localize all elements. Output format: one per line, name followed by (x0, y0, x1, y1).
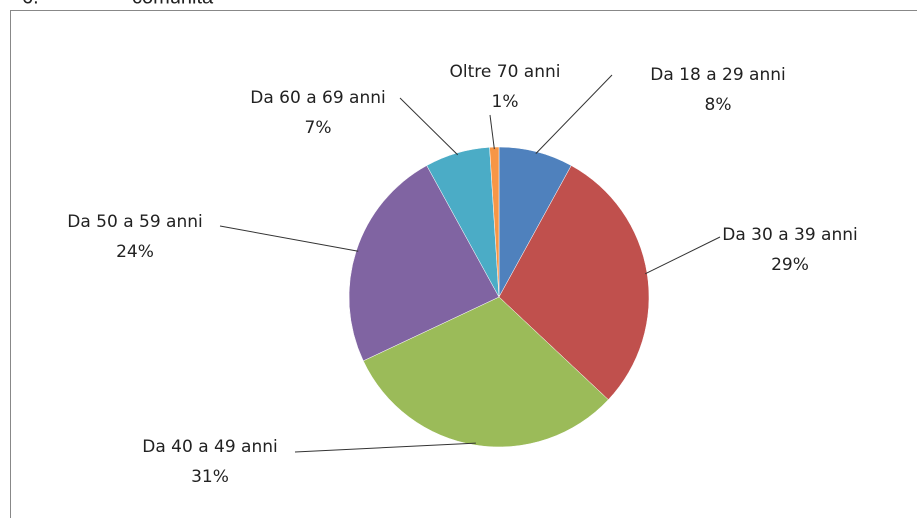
slice-label: Da 30 a 39 anni (722, 225, 858, 245)
leader-line (400, 98, 458, 155)
leader-line (220, 226, 358, 251)
slice-value-label: 8% (705, 95, 732, 115)
slice-value-label: 7% (305, 118, 332, 138)
leader-line (645, 237, 720, 274)
slice-label: Da 40 a 49 anni (142, 437, 278, 457)
slice-label: Da 50 a 59 anni (67, 212, 203, 232)
slice-label: Da 18 a 29 anni (650, 65, 786, 85)
slice-value-label: 31% (191, 467, 229, 487)
slice-label: Da 60 a 69 anni (250, 88, 386, 108)
leader-line (536, 75, 612, 154)
slice-label: Oltre 70 anni (450, 62, 561, 82)
slice-value-label: 24% (116, 242, 154, 262)
leader-line (295, 443, 476, 452)
slice-value-label: 1% (492, 92, 519, 112)
heading-number: 6. (22, 0, 39, 8)
heading-text: comunità (132, 0, 214, 8)
slice-value-label: 29% (771, 255, 809, 275)
leader-line (490, 115, 494, 149)
